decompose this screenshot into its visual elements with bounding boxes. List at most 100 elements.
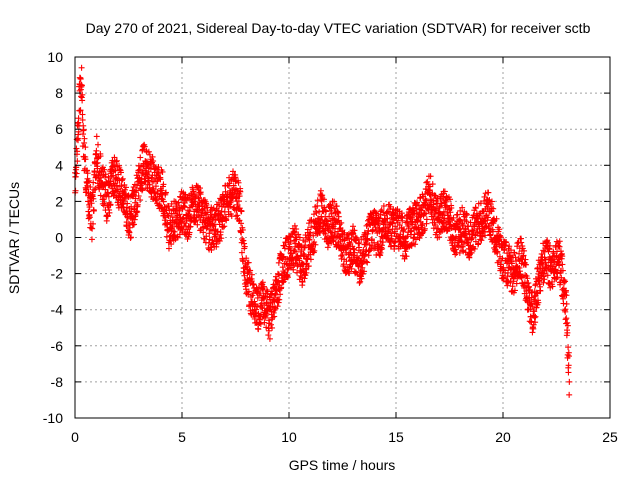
data-point — [133, 208, 140, 215]
data-point — [84, 170, 91, 177]
data-point — [104, 189, 111, 196]
data-point — [87, 184, 94, 191]
y-tick-label: -10 — [43, 410, 63, 426]
y-tick-label: 6 — [55, 121, 63, 137]
data-point — [93, 147, 100, 154]
data-point — [88, 224, 95, 231]
data-point — [113, 158, 120, 165]
data-point — [89, 225, 96, 232]
data-point — [91, 186, 98, 193]
x-tick-label: 20 — [495, 429, 511, 445]
y-tick-label: 2 — [55, 193, 63, 209]
data-point — [132, 195, 139, 202]
data-point — [102, 186, 109, 193]
data-point — [75, 137, 82, 144]
data-points-layer — [72, 64, 573, 398]
data-point — [118, 182, 125, 189]
data-point — [105, 193, 112, 200]
data-point — [113, 157, 120, 164]
data-point — [94, 159, 101, 166]
data-point — [90, 207, 97, 214]
data-point — [72, 173, 79, 180]
data-point — [72, 187, 79, 194]
data-point — [103, 217, 110, 224]
data-point — [81, 135, 88, 142]
data-point — [90, 220, 97, 227]
data-point — [95, 141, 102, 148]
data-point — [82, 156, 89, 163]
y-tick-label: 0 — [55, 230, 63, 246]
data-point — [97, 153, 104, 160]
data-point — [141, 143, 148, 150]
data-point — [101, 166, 108, 173]
data-point — [78, 82, 85, 89]
data-point — [111, 161, 118, 168]
data-point — [75, 128, 82, 135]
data-point — [139, 186, 146, 193]
data-point — [84, 178, 91, 185]
data-point — [155, 164, 162, 171]
data-point — [135, 193, 142, 200]
x-axis-label: GPS time / hours — [289, 457, 396, 473]
data-point — [134, 201, 141, 208]
data-point — [75, 115, 82, 122]
data-point — [79, 91, 86, 98]
y-tick-label: -6 — [51, 338, 64, 354]
data-point — [105, 174, 112, 181]
data-point — [137, 197, 144, 204]
data-point — [127, 234, 134, 241]
data-point — [79, 116, 86, 123]
y-axis-label: SDTVAR / TECUs — [6, 182, 22, 294]
y-tick-label: -2 — [51, 266, 64, 282]
data-point — [85, 208, 92, 215]
data-point — [103, 192, 110, 199]
y-tick-label: 10 — [47, 49, 63, 65]
data-point — [77, 107, 84, 114]
data-point — [93, 133, 100, 140]
data-point — [137, 154, 144, 161]
data-point — [79, 97, 86, 104]
data-point — [126, 224, 133, 231]
data-point — [119, 177, 126, 184]
data-point — [86, 214, 93, 221]
x-tick-label: 10 — [281, 429, 297, 445]
data-point — [136, 166, 143, 173]
data-point — [102, 171, 109, 178]
data-point — [78, 64, 85, 71]
data-point — [111, 154, 118, 161]
data-point — [77, 75, 84, 82]
data-point — [145, 148, 152, 155]
data-point — [97, 192, 104, 199]
x-tick-label: 25 — [602, 429, 618, 445]
data-point — [86, 204, 93, 211]
x-tick-label: 15 — [388, 429, 404, 445]
x-tick-label: 5 — [178, 429, 186, 445]
data-point — [123, 207, 130, 214]
data-point — [79, 111, 86, 118]
data-point — [126, 220, 133, 227]
data-point — [89, 189, 96, 196]
data-point — [131, 221, 138, 228]
y-tick-label: -8 — [51, 374, 64, 390]
data-point — [123, 184, 130, 191]
chart-title: Day 270 of 2021, Sidereal Day-to-day VTE… — [86, 20, 591, 36]
data-point — [90, 179, 97, 186]
data-point — [91, 169, 98, 176]
data-point — [108, 173, 115, 180]
y-tick-label: -4 — [51, 302, 64, 318]
data-point — [133, 187, 140, 194]
data-point — [106, 209, 113, 216]
data-point — [116, 166, 123, 173]
x-tick-label: 0 — [71, 429, 79, 445]
data-point — [85, 198, 92, 205]
data-point — [107, 201, 114, 208]
data-point — [134, 208, 141, 215]
data-point — [80, 126, 87, 133]
data-point — [73, 145, 80, 152]
data-point — [85, 177, 92, 184]
data-point — [118, 169, 125, 176]
data-point — [124, 200, 131, 207]
data-point — [83, 167, 90, 174]
